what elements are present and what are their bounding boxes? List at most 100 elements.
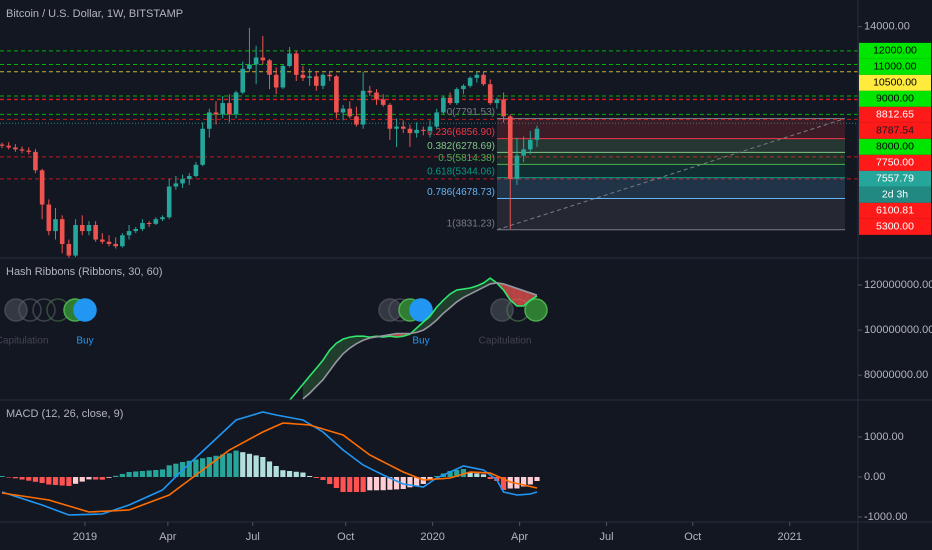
signal-circle [490, 298, 514, 322]
candle-body [93, 225, 98, 240]
y-tick-label: 100000000.00 [864, 324, 932, 336]
price-label: 8812.65 [876, 109, 914, 121]
candle-body [534, 128, 540, 140]
signal-circle [524, 298, 548, 322]
histogram-bar [320, 477, 326, 480]
x-tick-label: Oct [337, 531, 354, 543]
histogram-bar [307, 476, 313, 477]
candle-body [207, 112, 212, 129]
candle-body [33, 151, 38, 171]
histogram-bar [313, 477, 319, 478]
candle-body [59, 219, 65, 244]
series-line [1, 422, 538, 513]
x-tick-label: Jul [246, 531, 260, 543]
candle-body [293, 53, 299, 75]
signal-circle [32, 298, 56, 322]
price-label: 6100.81 [876, 205, 914, 217]
candle-body [180, 178, 185, 184]
candle-body [126, 231, 132, 236]
fib-label: 0(7791.53) [447, 107, 495, 118]
candle-body [66, 243, 72, 256]
histogram-bar [153, 470, 159, 477]
candle-body [487, 84, 493, 104]
candle-body [160, 217, 165, 220]
candle-body [186, 175, 192, 179]
candle-body [307, 76, 312, 78]
fib-zone [497, 138, 845, 153]
candle-body [367, 90, 373, 93]
candle-body [213, 112, 219, 115]
candle-body [86, 225, 92, 232]
ribbon-fill [349, 336, 357, 349]
fib-zone [497, 177, 845, 199]
candle-body [340, 108, 346, 113]
candle-body [133, 229, 139, 232]
candle-body [166, 186, 172, 218]
fib-zone [497, 164, 845, 178]
y-tick-label: 1000.00 [864, 431, 904, 443]
candle-body [474, 74, 480, 78]
price-label-box [859, 122, 931, 139]
signal-circle [73, 298, 97, 322]
candle-body [46, 204, 52, 232]
histogram-bar [246, 453, 253, 477]
signal-circle [378, 298, 402, 322]
candle-body [354, 116, 359, 125]
price-label-box [859, 106, 931, 123]
fib-zone [497, 198, 845, 230]
histogram-bar [133, 471, 139, 477]
fib-label: 1(3831.23) [447, 218, 495, 229]
histogram-bar [226, 453, 232, 477]
candle-body [387, 104, 393, 129]
histogram-bar [206, 457, 212, 477]
histogram-bar [333, 477, 339, 488]
histogram-bar [39, 477, 45, 483]
candle-body [454, 89, 460, 104]
ribbon-fill [456, 289, 464, 302]
histogram-bar [26, 477, 32, 481]
price-label: 5300.00 [876, 221, 914, 233]
ribbon-fill [356, 336, 364, 344]
price-label-box [859, 74, 931, 91]
price-label: 12000.00 [873, 45, 917, 57]
candle-body [240, 68, 246, 93]
macd-pane [0, 411, 540, 516]
histogram-bar [119, 473, 125, 477]
candle-body [247, 64, 252, 69]
candle-body [334, 76, 339, 113]
ribbon-fill [516, 288, 524, 307]
candle-body [461, 85, 466, 90]
histogram-bar [46, 477, 52, 485]
signal-label: Capitulation [0, 336, 48, 347]
x-tick-label: Jul [600, 531, 614, 543]
signal-circle [4, 298, 28, 322]
fib-label: 0.786(4678.73) [427, 187, 495, 198]
signal-label: Buy [76, 336, 93, 347]
fib-label: 0.382(6278.69) [427, 141, 495, 152]
candle-body [467, 77, 473, 86]
candle-body [106, 241, 112, 244]
x-tick-label: Apr [511, 531, 528, 543]
candle-body [113, 243, 118, 247]
ribbon-fill [336, 339, 344, 362]
y-tick-label: -1000.00 [864, 511, 907, 523]
countdown-label: 2d 3h [882, 189, 908, 201]
ribbon-fill [436, 300, 444, 320]
candle-body [447, 97, 453, 104]
price-pane: 0(7791.53)0.236(6856.90)0.382(6278.69)0.… [0, 27, 858, 258]
histogram-bar [126, 472, 132, 477]
indicator-title: Hash Ribbons (Ribbons, 30, 60) [6, 266, 163, 278]
histogram-bar [460, 469, 467, 477]
candle-body [19, 149, 25, 151]
histogram-bar [193, 459, 199, 477]
candle-body [193, 164, 199, 176]
ribbon-fill [476, 283, 484, 291]
candle-body [233, 92, 239, 115]
x-tick-label: Apr [159, 531, 176, 543]
histogram-bar [534, 477, 540, 481]
price-label-box [859, 58, 931, 75]
histogram-bar [467, 472, 473, 477]
price-label-box [859, 218, 931, 235]
ribbon-fill [343, 337, 350, 354]
